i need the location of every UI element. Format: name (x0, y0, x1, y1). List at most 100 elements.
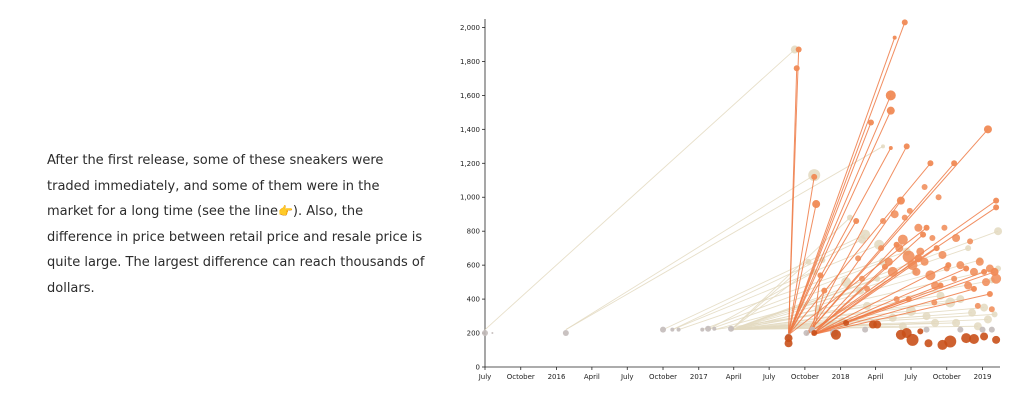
resale-point (974, 302, 981, 309)
faded-trade-line (672, 239, 863, 331)
resale-point-low (830, 329, 841, 340)
x-tick-label: July (904, 373, 918, 381)
resale-point-high (981, 268, 988, 275)
faded-trade-line (702, 261, 884, 331)
release-point (670, 327, 675, 332)
highlighted-trade-line (788, 203, 817, 335)
resale-point-high (903, 143, 910, 150)
narrative-text-start: After the first release, some of these s… (47, 153, 384, 219)
resale-point-high (795, 46, 802, 53)
pointing-hand-icon: 👉 (277, 204, 293, 218)
resale-point-high (867, 119, 874, 126)
resale-point-low (811, 330, 818, 337)
faded-trade-point (980, 303, 989, 312)
highlighted-trade-line (812, 293, 991, 336)
resale-point (967, 238, 974, 245)
resale-point (878, 245, 885, 252)
x-tick-label: July (478, 373, 492, 381)
resale-point-high (888, 146, 893, 151)
y-tick-label: 200 (467, 330, 480, 338)
highlighted-trade-line (812, 298, 909, 336)
release-point (491, 332, 494, 335)
resale-point-high (793, 65, 800, 72)
resale-point-high (951, 160, 958, 167)
resale-point (887, 266, 898, 277)
resale-point-high (986, 291, 993, 298)
resale-point-high (905, 296, 912, 303)
resale-point (916, 247, 925, 256)
highlighted-trade-line (788, 227, 927, 336)
resale-point (897, 234, 908, 245)
resale-point-high (945, 262, 952, 269)
resale-point-low (906, 333, 919, 346)
faded-trade-point (922, 312, 931, 321)
resale-point-high (983, 125, 992, 134)
resale-point-high (927, 160, 934, 167)
resale-point-high (990, 267, 999, 276)
x-tick-label: 2016 (548, 373, 566, 381)
resale-point-high (970, 285, 977, 292)
resale-point-high (993, 204, 1000, 211)
release-point (712, 326, 717, 331)
highlighted-trade-line (812, 288, 975, 336)
narrative-text-end: ). Also, the difference in price between… (47, 204, 425, 296)
faded-trade-point (991, 311, 998, 318)
faded-trade-point (965, 245, 972, 252)
faded-trade-line (730, 279, 992, 331)
y-tick-label: 0 (476, 364, 480, 372)
resale-point-high (993, 197, 1000, 204)
highlighted-trade-line (788, 37, 896, 335)
x-tick-label: April (868, 373, 884, 381)
resale-point (902, 250, 915, 263)
resale-point (855, 255, 862, 262)
highlighted-trade-line (788, 220, 857, 336)
resale-point (951, 275, 958, 282)
resale-point-high (896, 196, 905, 205)
y-tick-label: 2,000 (460, 24, 480, 32)
release-point (957, 326, 964, 333)
highlighted-trade-line (788, 110, 892, 335)
faded-trade-point (888, 313, 897, 322)
x-tick-label: October (507, 373, 535, 381)
y-tick-label: 800 (467, 228, 480, 236)
faded-trade-line (565, 145, 884, 331)
highlighted-trade-line (788, 147, 892, 335)
faded-trade-point (968, 308, 977, 317)
resale-point (969, 267, 978, 276)
faded-trade-point (945, 297, 956, 308)
resale-point (864, 285, 871, 292)
release-point (705, 325, 712, 332)
faded-trade-point (952, 318, 961, 327)
highlighted-trade-line (811, 257, 919, 336)
y-tick-label: 1,200 (460, 160, 480, 168)
resale-point (859, 275, 866, 282)
highlighted-trade-line (805, 146, 908, 335)
resale-point-low (843, 319, 850, 326)
resale-point-high (893, 241, 900, 248)
resale-point (925, 270, 936, 281)
resale-point-high (817, 272, 824, 279)
x-tick-label: April (726, 373, 742, 381)
faded-trade-line (565, 174, 815, 331)
resale-point (914, 223, 923, 232)
highlighted-trade-line (788, 22, 906, 335)
resale-point-low (917, 328, 924, 335)
resale-point (931, 281, 940, 290)
resale-point-high (892, 35, 897, 40)
release-point (700, 327, 705, 332)
resale-points (784, 19, 1002, 350)
faded-trade-point (805, 258, 812, 265)
x-tick-label: April (584, 373, 600, 381)
resale-point-high (937, 282, 944, 289)
highlighted-trade-line (811, 244, 897, 336)
faded-trade-point (994, 227, 1003, 236)
resale-point-high (886, 106, 895, 115)
release-point (862, 326, 869, 333)
x-tick-label: 2017 (690, 373, 708, 381)
resale-point (884, 257, 893, 266)
highlighted-trade-line (788, 162, 931, 336)
resale-point-high (811, 173, 818, 180)
x-tick-label: July (762, 373, 776, 381)
x-tick-label: October (933, 373, 961, 381)
